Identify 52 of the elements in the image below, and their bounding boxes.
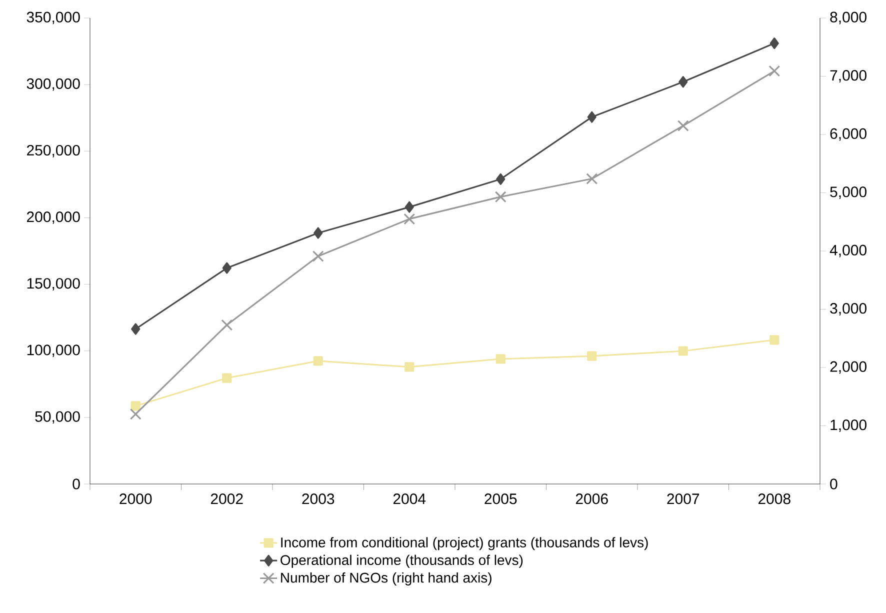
x-tick-label: 2008	[758, 494, 790, 504]
point	[314, 227, 323, 239]
point	[131, 323, 140, 335]
point	[222, 373, 232, 383]
y2-tick-label: 1,000	[830, 420, 866, 432]
y-tick-label: 300,000	[26, 78, 80, 91]
y-tick-label: 150,000	[27, 278, 80, 290]
y2-tick-label: 0	[830, 478, 838, 490]
point	[768, 65, 780, 77]
point	[312, 250, 324, 262]
y-tick-label: 50,000	[35, 411, 80, 424]
y-tick-label: 100,000	[27, 344, 80, 358]
point	[496, 173, 506, 185]
y2-tick-label: 7,000	[830, 70, 866, 82]
point	[222, 262, 232, 274]
y-tick-label: 250,000	[27, 144, 80, 158]
legend-label: Operational income (thousands of levs)	[280, 554, 523, 568]
point	[404, 201, 414, 213]
point	[586, 173, 598, 185]
point	[678, 76, 688, 88]
y2-tick-label: 5,000	[830, 186, 866, 199]
x-tick-label: 2000	[120, 494, 152, 504]
y2-tick-label: 8,000	[830, 12, 866, 24]
point	[221, 319, 233, 331]
point	[770, 37, 779, 50]
y2-tick-label: 6,000	[830, 128, 866, 141]
point	[678, 346, 688, 356]
y-tick-label: 0	[72, 478, 80, 490]
point	[587, 111, 596, 123]
point	[404, 362, 414, 372]
y-tick-label: 350,000	[26, 12, 80, 24]
y-tick-label: 200,000	[27, 212, 80, 224]
point	[496, 354, 506, 364]
y2-tick-label: 3,000	[830, 303, 866, 316]
x-tick-label: 2002	[210, 494, 243, 504]
x-tick-label: 2006	[576, 494, 608, 504]
y2-tick-label: 4,000	[830, 244, 866, 258]
point	[313, 356, 323, 366]
legend-label: Number of NGOs (right hand axis)	[281, 572, 492, 586]
y2-tick-label: 2,000	[830, 361, 866, 374]
x-tick-label: 2007	[667, 494, 700, 504]
point	[404, 213, 416, 225]
point	[587, 351, 597, 361]
x-tick-label: 2004	[393, 494, 426, 504]
point	[677, 120, 689, 132]
point	[130, 401, 140, 411]
point	[770, 335, 780, 345]
x-tick-label: 2003	[302, 494, 334, 504]
point	[130, 408, 142, 420]
legend-label: Income from conditional (project) grants (thousands of levs)	[281, 537, 648, 550]
x-tick-label: 2005	[484, 494, 517, 504]
point	[494, 191, 506, 203]
